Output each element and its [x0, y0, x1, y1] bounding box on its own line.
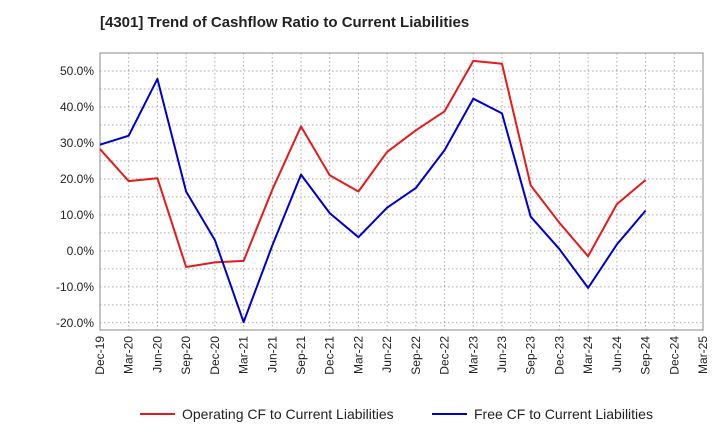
x-tick-label: Dec-23	[552, 336, 566, 375]
x-tick-label: Mar-22	[351, 336, 365, 374]
x-tick-label: Dec-20	[208, 336, 222, 375]
x-tick-label: Mar-24	[581, 336, 595, 374]
x-tick-label: Sep-22	[409, 336, 423, 375]
y-axis: -20.0% -10.0% 0.0% 10.0% 20.0% 30.0% 40.0% 50.0…	[56, 64, 94, 330]
series-line-1	[99, 59, 647, 268]
y-tick-label: 0.0%	[67, 244, 95, 258]
legend: Operating CF to Current Liabilities Free …	[140, 406, 653, 422]
series-line-2	[99, 77, 647, 324]
x-tick-label: Jun-21	[265, 336, 279, 373]
plot-area	[99, 52, 704, 331]
y-tick-label: 20.0%	[60, 172, 94, 186]
x-tick-label: Dec-19	[93, 336, 107, 375]
x-tick-label: Sep-20	[179, 336, 193, 375]
x-tick-label: Mar-21	[237, 336, 251, 374]
x-tick-label: Sep-23	[524, 336, 538, 375]
legend-label: Operating CF to Current Liabilities	[182, 406, 394, 422]
series-lines	[99, 59, 647, 324]
x-tick-label: Mar-20	[122, 336, 136, 374]
grid-lines	[99, 52, 704, 330]
x-tick-label: Dec-24	[667, 336, 681, 375]
x-tick-label: Mar-23	[466, 336, 480, 374]
x-tick-label: Dec-22	[438, 336, 452, 375]
x-tick-label: Jun-23	[495, 336, 509, 373]
x-tick-label: Mar-25	[696, 336, 710, 374]
x-tick-label: Sep-24	[639, 336, 653, 375]
y-tick-label: 30.0%	[60, 136, 94, 150]
x-tick-label: Jun-20	[150, 336, 164, 373]
legend-label: Free CF to Current Liabilities	[474, 406, 653, 422]
y-tick-label: 10.0%	[60, 208, 94, 222]
y-tick-label: -20.0%	[56, 316, 94, 330]
chart-title: [4301] Trend of Cashflow Ratio to Curren…	[100, 14, 470, 31]
x-tick-label: Jun-24	[610, 336, 624, 373]
y-tick-label: 40.0%	[60, 100, 94, 114]
y-tick-label: -10.0%	[56, 280, 94, 294]
x-tick-label: Jun-22	[380, 336, 394, 373]
y-tick-label: 50.0%	[60, 64, 94, 78]
x-tick-label: Dec-21	[323, 336, 337, 375]
x-axis: Dec-19 Mar-20 Jun-20 Sep-20 Dec-20 Mar-21 Jun-…	[93, 336, 710, 375]
x-tick-label: Sep-21	[294, 336, 308, 375]
